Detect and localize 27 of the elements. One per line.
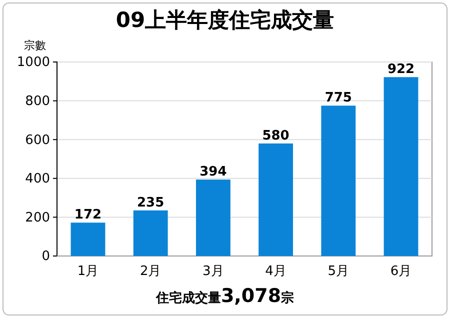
- bar: [70, 222, 106, 256]
- y-tick-label: 1000: [16, 55, 50, 70]
- data-label: 775: [324, 90, 352, 106]
- chart-title: 09上半年度住宅成交量: [116, 8, 334, 32]
- data-label: 580: [262, 128, 290, 144]
- x-tick-label: 3月: [202, 264, 224, 280]
- y-tick-label: 400: [25, 172, 50, 187]
- data-label: 394: [200, 164, 227, 180]
- bar: [196, 180, 230, 256]
- bar: [133, 210, 168, 256]
- y-tick-label: 0: [42, 249, 50, 264]
- text: 住宅成交量3,078宗: [154, 285, 294, 307]
- data-label: 922: [387, 62, 415, 78]
- x-tick-label: 4月: [265, 264, 286, 280]
- x-tick-label: 5月: [328, 264, 350, 280]
- x-tick-label: 1月: [77, 264, 99, 280]
- y-tick-label: 800: [25, 94, 50, 109]
- bar: [384, 77, 418, 256]
- data-label: 172: [74, 208, 102, 223]
- y-tick-label: 200: [25, 210, 50, 226]
- y-axis-title: 宗數: [24, 39, 46, 52]
- x-tick-label: 2月: [140, 264, 162, 280]
- bar: [321, 106, 356, 256]
- bar: [258, 143, 294, 256]
- data-label: 235: [137, 195, 164, 210]
- x-tick-label: 6月: [390, 264, 412, 280]
- y-tick-label: 600: [25, 132, 50, 148]
